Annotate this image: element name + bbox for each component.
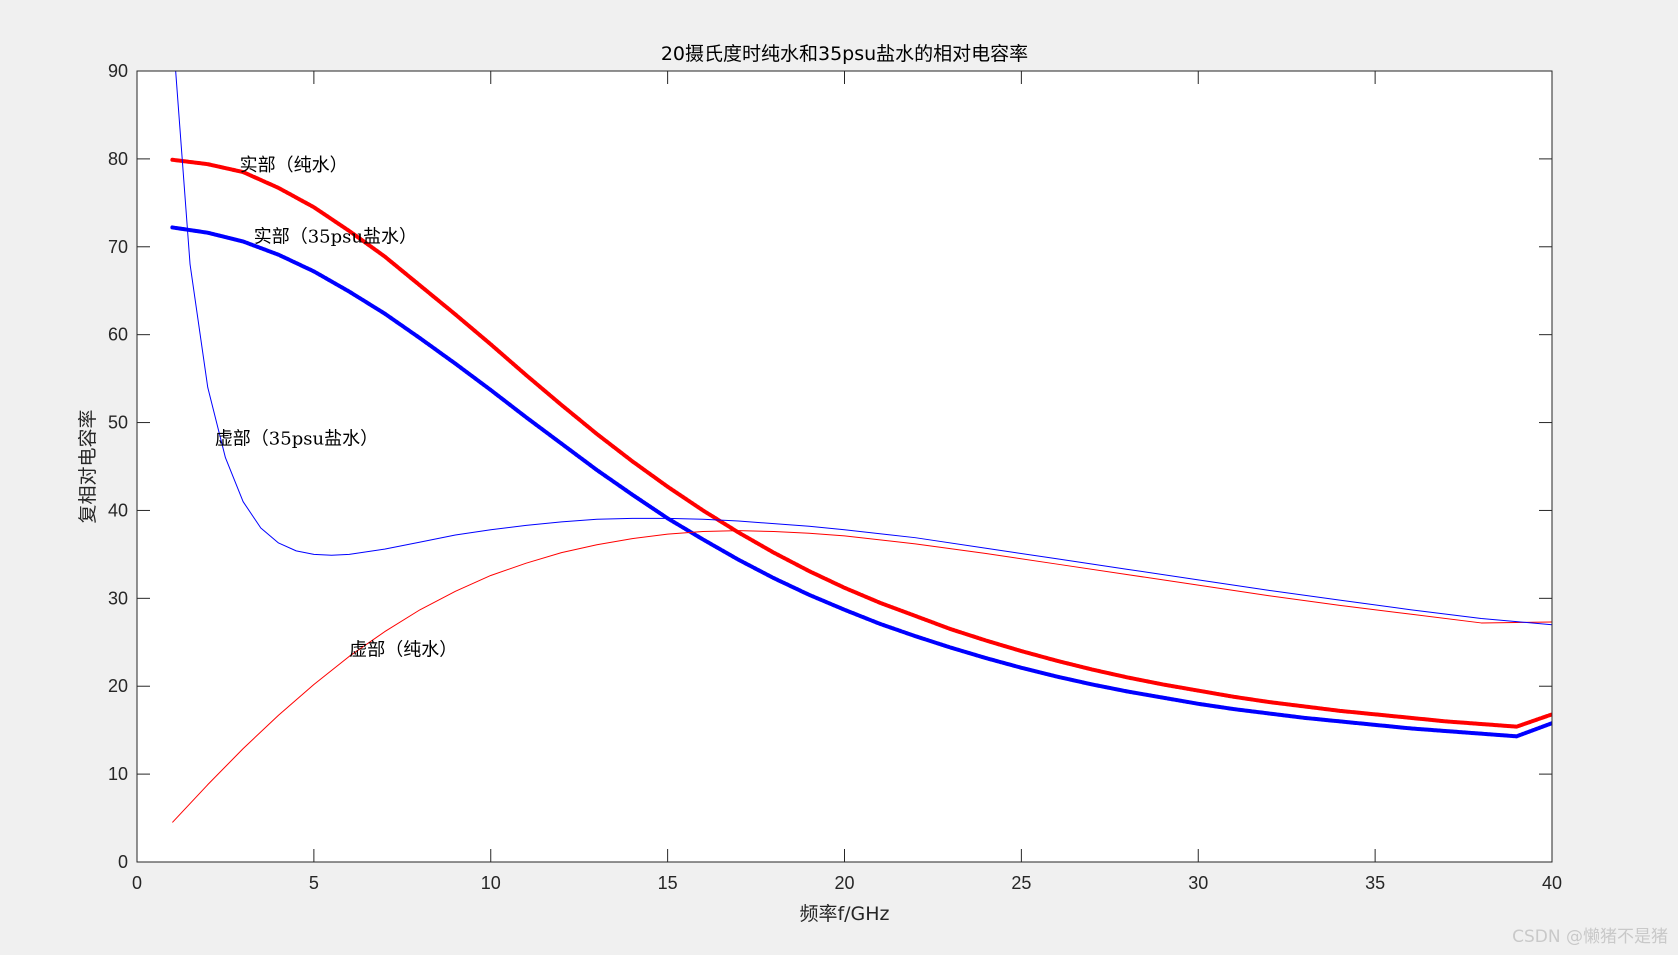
annotations-layer: 实部（纯水） 实部（35psu盐水） 虚部（35psu盐水） 虚部（纯水） (215, 155, 457, 660)
series-line (175, 71, 1552, 626)
y-tick-label: 40 (108, 500, 128, 520)
series-1 (170, 157, 1552, 729)
x-tick-label: 0 (132, 873, 142, 893)
x-tick-label: 40 (1542, 873, 1562, 893)
x-tick-label: 10 (481, 873, 501, 893)
annotation-label: 实部（35psu盐水） (254, 226, 417, 247)
y-tick-label: 90 (108, 61, 128, 81)
y-tick-label: 30 (108, 588, 128, 608)
annotation-label: 实部（纯水） (240, 155, 348, 176)
x-tick-label: 15 (658, 873, 678, 893)
x-tick-label: 5 (309, 873, 319, 893)
x-tick-label: 30 (1188, 873, 1208, 893)
y-axis-label: 复相对电容率 (77, 409, 99, 523)
series-line (172, 530, 1552, 823)
series-3 (172, 530, 1552, 823)
y-tick-label: 70 (108, 237, 128, 257)
watermark: CSDN @懒猪不是猪 (1512, 927, 1668, 947)
x-tick-label: 20 (834, 873, 854, 893)
y-tick-label: 20 (108, 676, 128, 696)
y-tick-label: 60 (108, 325, 128, 345)
series-layer (170, 71, 1552, 823)
x-tick-label: 25 (1011, 873, 1031, 893)
annotation-label: 虚部（35psu盐水） (215, 429, 378, 450)
x-axis-label: 频率f/GHz (799, 903, 889, 925)
y-tick-label: 50 (108, 413, 128, 433)
series-line (170, 225, 1552, 739)
ticks-layer: 0 5 10 15 20 25 30 35 40 0 10 20 30 40 50 60 70 80 90 (108, 61, 1562, 893)
plot-area (137, 71, 1552, 862)
series-2 (170, 225, 1552, 739)
y-tick-label: 10 (108, 764, 128, 784)
annotation-label: 虚部（纯水） (349, 639, 457, 660)
series-line (170, 157, 1552, 729)
chart-title: 20摄氏度时纯水和35psu盐水的相对电容率 (661, 43, 1028, 65)
y-tick-label: 0 (118, 852, 128, 872)
x-tick-label: 35 (1365, 873, 1385, 893)
y-tick-label: 80 (108, 149, 128, 169)
series-4 (175, 71, 1552, 626)
